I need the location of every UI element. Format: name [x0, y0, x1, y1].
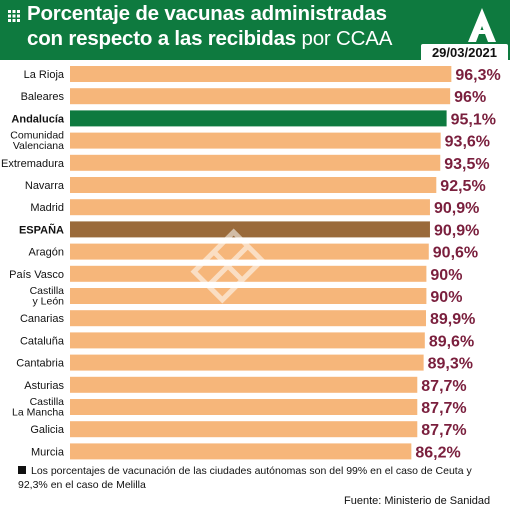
category-label-6: Madrid	[30, 202, 64, 214]
value-label-16: 87,7%	[421, 422, 466, 439]
category-label-3: Comunidad Valenciana	[10, 130, 64, 153]
bar-5	[70, 177, 437, 193]
value-label-2: 95,1%	[451, 111, 496, 128]
junta-andalucia-logo	[468, 8, 496, 42]
bar-17	[70, 443, 412, 460]
bar-10	[70, 288, 427, 304]
footnote-text: Los porcentajes de vacunación de las ciu…	[18, 465, 472, 491]
category-label-15: Castilla La Mancha	[12, 396, 64, 419]
bar-16	[70, 421, 418, 438]
category-label-2: Andalucía	[11, 113, 64, 125]
category-label-12: Cataluña	[20, 335, 65, 347]
watermark-logo	[190, 228, 266, 304]
category-label-14: Asturias	[24, 380, 64, 392]
chart-title-line-1: Porcentaje de vacunas administradas	[27, 2, 387, 25]
bar-11	[70, 310, 427, 327]
value-label-11: 89,9%	[430, 311, 475, 328]
footnote: Los porcentajes de vacunación de las ciu…	[18, 464, 498, 492]
grid-icon	[8, 10, 20, 22]
category-label-10: Castilla y León	[30, 285, 65, 308]
bar-12	[70, 332, 425, 349]
chart-title-rest: por CCAA	[296, 27, 393, 50]
category-label-5: Navarra	[25, 180, 65, 192]
bar-1	[70, 88, 451, 105]
value-label-0: 96,3%	[455, 67, 500, 84]
value-label-10: 90%	[430, 289, 462, 306]
bar-15	[70, 399, 418, 415]
source-note: Fuente: Ministerio de Sanidad	[344, 495, 491, 507]
value-label-14: 87,7%	[421, 378, 466, 395]
category-label-11: Canarias	[20, 313, 65, 325]
bar-6	[70, 199, 430, 216]
value-label-1: 96%	[454, 89, 486, 106]
bar-2	[70, 110, 447, 127]
category-label-1: Baleares	[21, 91, 65, 103]
value-label-9: 90%	[430, 267, 462, 284]
value-label-7: 90,9%	[434, 222, 479, 239]
bar-8	[70, 243, 429, 260]
category-label-0: La Rioja	[24, 69, 65, 81]
value-label-15: 87,7%	[421, 400, 466, 417]
value-label-4: 93,5%	[444, 156, 489, 173]
category-label-17: Murcia	[31, 446, 65, 458]
category-label-4: Extremadura	[1, 158, 65, 170]
value-label-13: 89,3%	[428, 356, 473, 373]
bar-7	[70, 221, 430, 238]
value-label-3: 93,6%	[445, 134, 490, 151]
bar-0	[70, 66, 452, 82]
category-label-7: ESPAÑA	[19, 223, 64, 236]
value-label-12: 89,6%	[429, 333, 474, 350]
bar-13	[70, 354, 424, 371]
bar-4	[70, 154, 441, 171]
value-label-6: 90,9%	[434, 200, 479, 217]
category-label-8: Aragón	[29, 247, 64, 259]
date-badge: 29/03/2021	[421, 44, 508, 62]
value-label-5: 92,5%	[440, 178, 485, 195]
value-label-17: 86,2%	[415, 444, 460, 460]
footnote-square-icon	[18, 466, 26, 474]
value-label-8: 90,6%	[433, 245, 478, 262]
category-label-16: Galicia	[30, 424, 65, 436]
category-label-9: País Vasco	[9, 269, 64, 281]
category-label-13: Cantabria	[16, 358, 65, 370]
chart-title-bold-part: con respecto a las recibidas	[27, 27, 296, 50]
chart-title-line-2: con respecto a las recibidas por CCAA	[27, 27, 392, 51]
header: Porcentaje de vacunas administradas con …	[0, 0, 510, 62]
bar-14	[70, 376, 418, 393]
bar-3	[70, 132, 441, 149]
